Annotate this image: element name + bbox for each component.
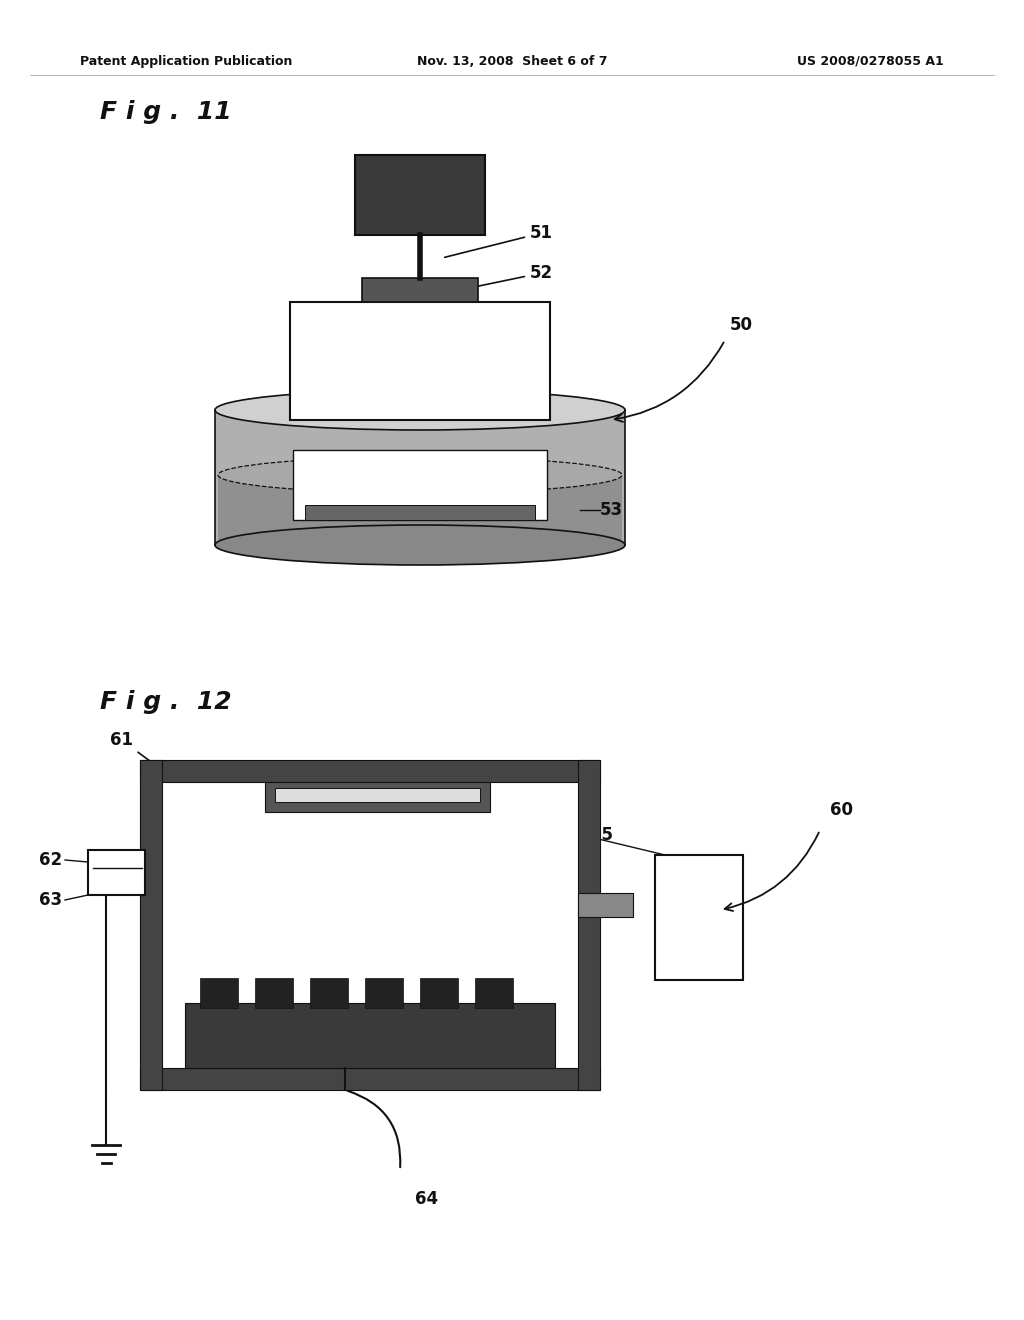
Ellipse shape [215, 525, 625, 565]
Text: 60: 60 [830, 801, 853, 818]
Bar [305, 506, 535, 520]
FancyArrowPatch shape [614, 342, 724, 422]
Text: F i g .  12: F i g . 12 [100, 690, 231, 714]
Bar [162, 781, 578, 1068]
Text: 62: 62 [39, 851, 62, 869]
Bar [355, 154, 485, 235]
Bar [200, 978, 238, 1008]
Bar [362, 279, 478, 302]
Text: 64: 64 [415, 1191, 438, 1208]
Bar [475, 978, 513, 1008]
Text: US 2008/0278055 A1: US 2008/0278055 A1 [798, 55, 944, 69]
Bar [578, 894, 633, 917]
Text: 61: 61 [110, 731, 160, 768]
Bar [215, 411, 625, 545]
Bar [578, 760, 600, 1090]
Text: F i g .  11: F i g . 11 [100, 100, 231, 124]
Ellipse shape [215, 389, 625, 430]
Text: Patent Application Publication: Patent Application Publication [80, 55, 293, 69]
Text: 53: 53 [600, 502, 624, 519]
Bar [140, 760, 162, 1090]
Ellipse shape [218, 457, 622, 492]
Bar [655, 855, 743, 979]
Bar [88, 850, 145, 895]
Text: 51: 51 [444, 224, 553, 257]
Text: Nov. 13, 2008  Sheet 6 of 7: Nov. 13, 2008 Sheet 6 of 7 [417, 55, 607, 69]
Bar [185, 1003, 555, 1068]
Bar [140, 1068, 600, 1090]
Bar [265, 781, 490, 812]
Text: 63: 63 [39, 891, 62, 909]
Bar [420, 978, 458, 1008]
Bar [275, 788, 480, 803]
Bar [310, 978, 348, 1008]
Text: 50: 50 [730, 315, 753, 334]
Bar [293, 450, 547, 520]
Text: 52: 52 [453, 264, 553, 292]
Text: 65: 65 [590, 826, 613, 843]
Bar [218, 475, 622, 545]
Bar [255, 978, 293, 1008]
Bar [140, 760, 600, 781]
FancyArrowPatch shape [725, 833, 819, 911]
Bar [365, 978, 403, 1008]
Bar [290, 302, 550, 420]
